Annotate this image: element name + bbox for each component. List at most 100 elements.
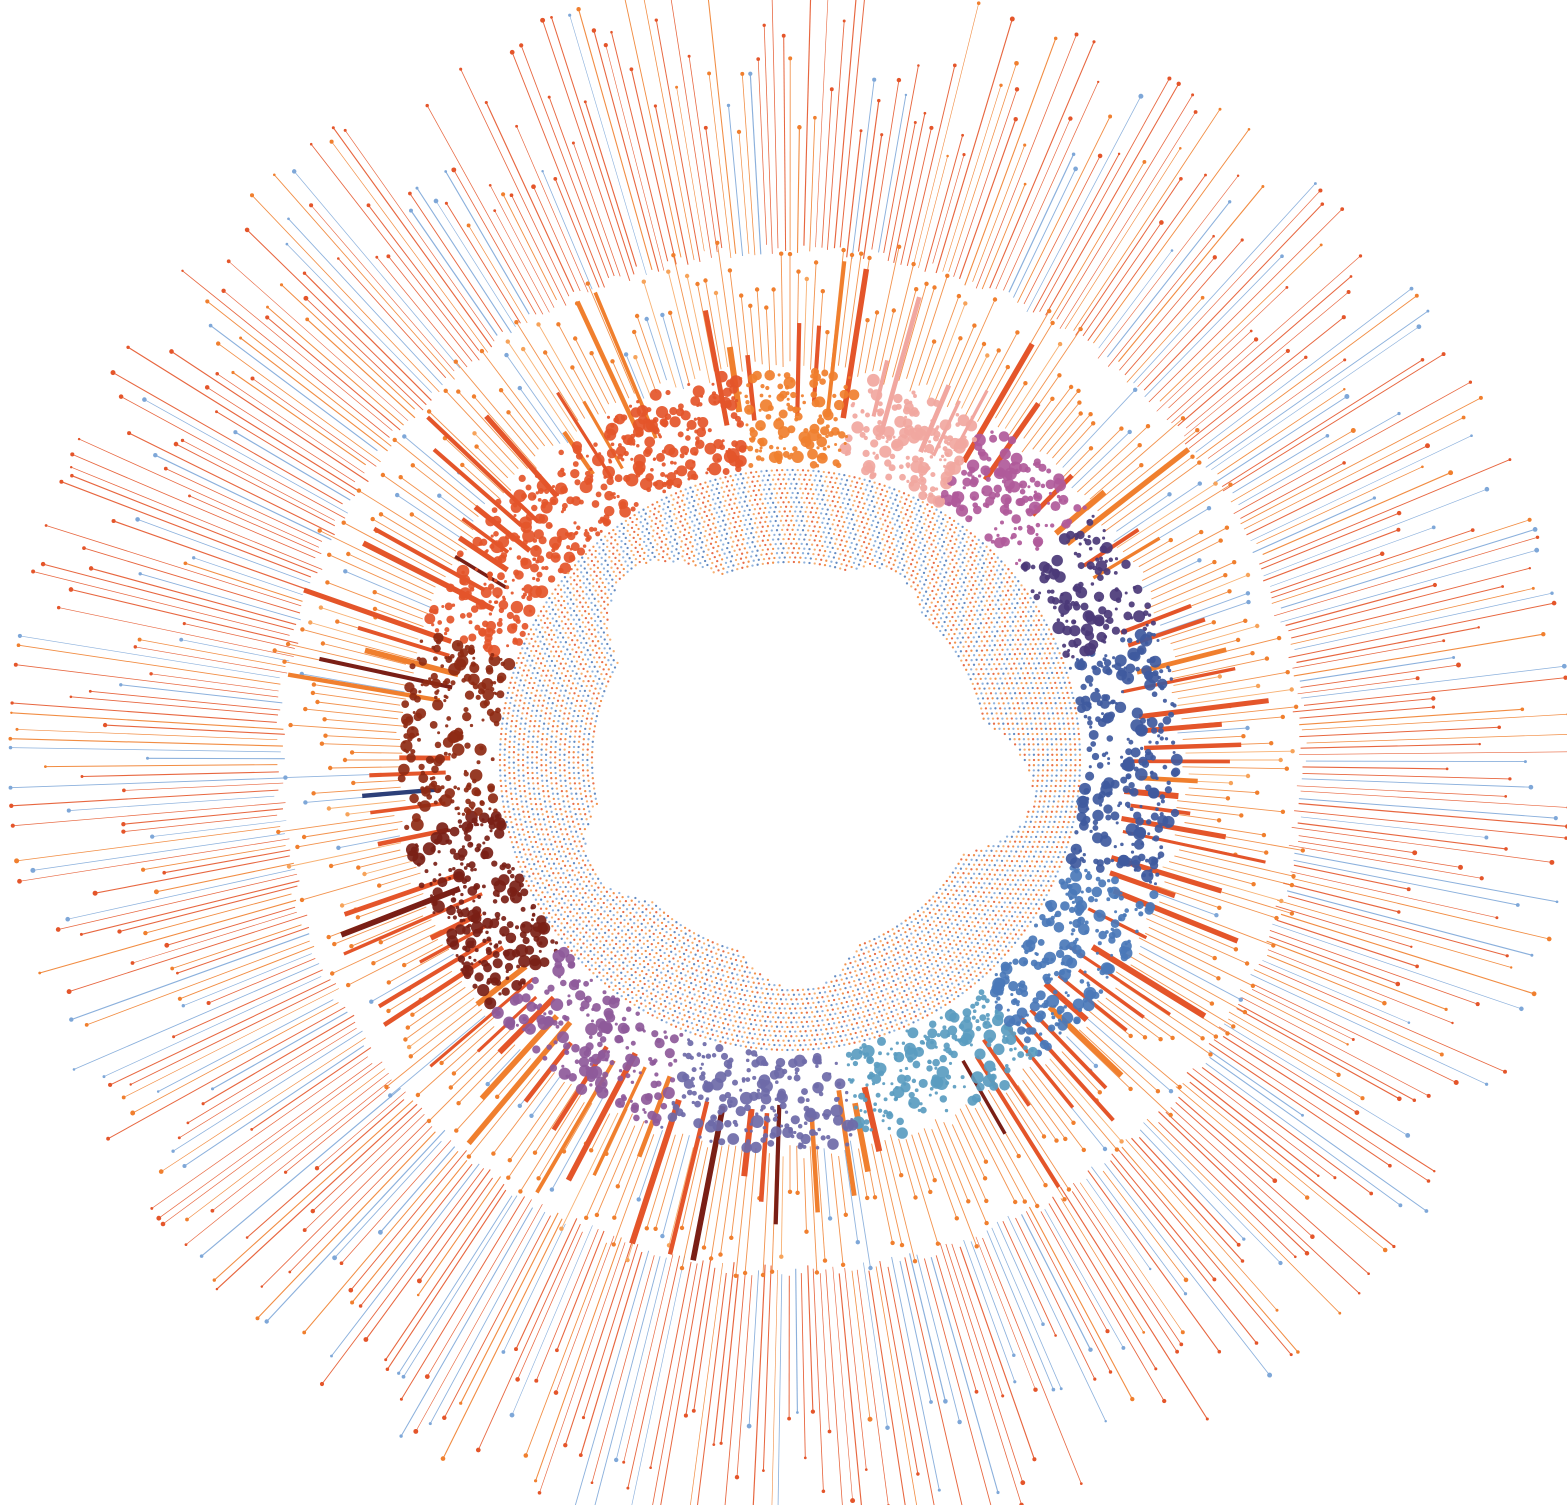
scatter-dot xyxy=(1058,603,1070,615)
scatter-dot xyxy=(1155,872,1160,877)
ring-end-dot xyxy=(1199,529,1204,535)
scatter-dot xyxy=(786,397,790,401)
inner-dot xyxy=(602,668,605,671)
spike-line xyxy=(1056,94,1193,320)
scatter-dot xyxy=(1016,1002,1020,1007)
radial-bar xyxy=(303,587,453,644)
scatter-dot xyxy=(1022,1045,1028,1051)
scatter-dot xyxy=(918,491,928,501)
scatter-dot xyxy=(1035,532,1039,537)
ring-end-dot xyxy=(1242,1009,1248,1015)
scatter-dot xyxy=(772,1109,777,1113)
scatter-dot xyxy=(553,555,557,559)
spike-line xyxy=(94,855,290,894)
spike-tip-dot xyxy=(1333,1176,1337,1180)
ring-line xyxy=(744,1148,757,1274)
scatter-dot xyxy=(457,955,466,963)
scatter-dot xyxy=(432,878,437,883)
scatter-dot xyxy=(551,542,560,551)
scatter-dot xyxy=(536,936,549,948)
scatter-dot xyxy=(1027,495,1034,502)
spike-line xyxy=(1148,208,1343,403)
scatter-dot xyxy=(432,911,436,915)
scatter-dot xyxy=(1128,601,1135,608)
ring-line xyxy=(458,1044,516,1104)
spike-tip-dot xyxy=(183,561,188,566)
spike-line xyxy=(68,795,275,811)
scatter-dot xyxy=(1073,868,1078,873)
inner-dot xyxy=(886,941,889,944)
spike-line xyxy=(741,73,756,256)
inner-dot xyxy=(985,692,988,695)
spike-line xyxy=(1298,835,1415,854)
spike-line xyxy=(924,135,964,272)
scatter-dot xyxy=(428,677,432,681)
spike-line xyxy=(1222,1035,1435,1172)
ring-line xyxy=(1177,685,1259,700)
spike-tip-dot xyxy=(88,566,94,571)
spike-tip-dot xyxy=(829,87,834,92)
scatter-dot xyxy=(885,440,889,444)
spike-line xyxy=(605,45,665,271)
ring-end-dot xyxy=(1255,790,1260,795)
scatter-dot xyxy=(488,807,492,811)
ring-line xyxy=(1161,621,1214,640)
spike-line xyxy=(615,1257,667,1460)
scatter-dot xyxy=(934,1066,938,1070)
spike-tip-dot xyxy=(1338,1311,1342,1315)
ring-line xyxy=(803,278,808,366)
scatter-dot xyxy=(729,375,743,388)
spike-line xyxy=(305,297,424,411)
spike-tip-dot xyxy=(501,1350,506,1354)
spike-line xyxy=(175,443,336,527)
scatter-dot xyxy=(816,452,828,464)
spike-line xyxy=(11,712,284,730)
scatter-dot xyxy=(777,373,781,377)
spike-line xyxy=(232,372,367,466)
scatter-dot xyxy=(1012,462,1016,466)
scatter-dot xyxy=(635,461,643,469)
ring-end-dot xyxy=(1276,635,1282,641)
scatter-dot xyxy=(1087,719,1093,726)
ring-line xyxy=(740,295,750,367)
spike-tip-dot xyxy=(66,808,71,813)
spike-line xyxy=(1139,1129,1245,1240)
spike-tip-dot xyxy=(1503,1069,1507,1074)
spike-line xyxy=(1023,155,1101,305)
inner-dot xyxy=(734,958,738,962)
spike-line xyxy=(593,30,660,272)
scatter-dot xyxy=(1081,859,1086,864)
spike-line xyxy=(1294,810,1567,839)
scatter-dot xyxy=(760,1059,768,1067)
scatter-dot xyxy=(603,514,610,521)
scatter-dot xyxy=(827,431,834,437)
scatter-dot xyxy=(1159,794,1166,800)
spike-tip-dot xyxy=(1142,159,1147,164)
scatter-dot xyxy=(666,471,677,482)
radial-bar xyxy=(592,1066,647,1177)
inner-dot xyxy=(945,901,948,904)
scatter-dot xyxy=(1041,918,1051,928)
inner-dot xyxy=(580,797,583,801)
spike-tip-dot xyxy=(199,1254,204,1258)
scatter-dot xyxy=(650,467,654,472)
scatter-dot xyxy=(845,1051,852,1058)
spike-tip-dot xyxy=(397,1371,401,1375)
ring-line xyxy=(884,1139,916,1262)
scatter-dot xyxy=(1098,803,1103,807)
scatter-dot xyxy=(1098,930,1107,940)
inner-dot xyxy=(901,938,904,941)
spike-line xyxy=(1138,1136,1240,1246)
spike-line xyxy=(1205,1062,1401,1206)
spike-line xyxy=(1110,1160,1257,1344)
spike-line xyxy=(1240,462,1345,519)
ring-end-dot xyxy=(1241,734,1246,739)
scatter-dot xyxy=(1078,782,1092,795)
spike-line xyxy=(162,1061,383,1225)
scatter-dot xyxy=(869,1128,873,1132)
ring-line xyxy=(317,701,404,713)
spike-line xyxy=(573,142,621,277)
scatter-dot xyxy=(686,419,697,430)
inner-dot xyxy=(586,758,589,762)
spike-tip-dot xyxy=(129,1083,132,1086)
